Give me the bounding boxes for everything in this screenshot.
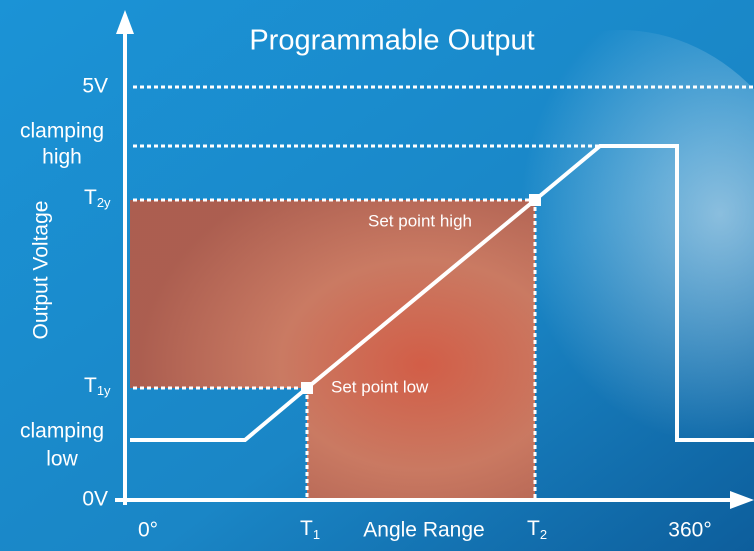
label-base: T [84, 186, 97, 209]
label-subscript: 1y [97, 383, 111, 398]
y-axis-label: Output Voltage [30, 201, 53, 340]
level-label: T2y [84, 186, 111, 211]
level-label: 0V [82, 488, 108, 511]
set-point-high-marker [529, 194, 541, 206]
set-point-low-marker [301, 382, 313, 394]
x-label: 0° [138, 519, 158, 542]
label-base: T [300, 517, 313, 540]
level-label: clamping [20, 420, 104, 443]
guides [133, 85, 754, 500]
annotation: Set point low [331, 377, 429, 396]
title: Programmable Output [249, 25, 534, 57]
label-base: T [84, 374, 97, 397]
x-axis-label: Angle Range [363, 519, 484, 542]
level-label: low [46, 448, 78, 471]
level-label: 5V [82, 75, 108, 98]
annotation: Set point high [368, 211, 472, 230]
x-label: T1 [300, 517, 320, 543]
label-subscript: 1 [313, 527, 320, 542]
output-curve [130, 144, 754, 442]
label-subscript: 2y [97, 195, 111, 210]
label-base: T [527, 517, 540, 540]
output-region [130, 200, 535, 500]
x-label: T2 [527, 517, 547, 543]
label-subscript: 2 [540, 527, 547, 542]
level-label: T1y [84, 374, 111, 399]
x-label: 360° [668, 519, 711, 542]
level-label: clamping [20, 120, 104, 143]
level-label: high [42, 146, 82, 169]
axes [115, 10, 754, 509]
x-axis-arrow [730, 491, 754, 509]
y-axis-arrow [116, 10, 134, 34]
